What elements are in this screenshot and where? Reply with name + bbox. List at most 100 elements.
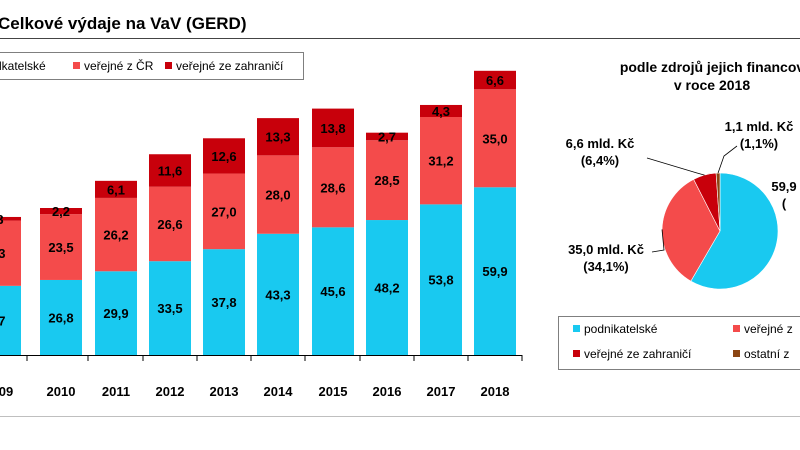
bar-legend: lkatelské veřejné z ČR veřejné ze zahran… (0, 52, 304, 80)
bar-public-cz (40, 214, 82, 280)
bar-business (474, 187, 516, 355)
x-tick-label: 2013 (210, 384, 239, 399)
pie-leader-line (651, 229, 665, 253)
bar-public-cz (203, 173, 245, 250)
bar-legend-item: veřejné ze zahraničí (165, 59, 283, 73)
pie-label-percent: (1,1%) (740, 136, 778, 151)
bar-foreign (420, 104, 462, 117)
x-tick-label: 2011 (102, 384, 130, 399)
pie-slice-public-cz (661, 178, 721, 282)
bar-value-label: 53,8 (428, 273, 453, 288)
pie-leader-line (717, 145, 738, 174)
bar-value-label: 3 (0, 212, 4, 227)
bar-value-label: 26,6 (157, 217, 182, 232)
pie-legend: podnikatelské veřejné z veřejné ze zahra… (558, 316, 800, 370)
bar-value-label: 33,5 (157, 301, 182, 316)
pie-legend-item: veřejné ze zahraničí (573, 347, 691, 361)
pie-legend-item: podnikatelské (573, 322, 657, 336)
bar-value-label: 13,3 (265, 130, 290, 145)
pie-label-value: 6,6 mld. Kč (566, 136, 635, 151)
bar-business (149, 261, 191, 355)
bar-value-label: 48,2 (374, 281, 399, 296)
bar-value-label: 35,0 (482, 131, 507, 146)
bar-public-cz (257, 155, 299, 234)
x-tick-label: 2017 (427, 384, 456, 399)
pie-label-value: 35,0 mld. Kč (568, 242, 644, 257)
bar-business (312, 227, 354, 355)
bar-foreign (149, 154, 191, 187)
bar-public-cz (312, 147, 354, 228)
bar-value-label: 6,1 (107, 182, 125, 197)
pie-title-line1: podle zdrojů jejich financov (619, 59, 800, 75)
bar-value-label: 28,6 (320, 180, 345, 195)
bar-value-label: 45,6 (320, 284, 345, 299)
bar-value-label: 31,2 (428, 154, 453, 169)
pie-legend-item: veřejné z (733, 322, 793, 336)
bar-value-label: 4,3 (432, 104, 450, 119)
bar-legend-label: lkatelské (0, 59, 46, 73)
pie-label-value: 1,1 mld. Kč (725, 119, 794, 134)
bar-public-cz (420, 117, 462, 205)
pie-label-percent: (34,1%) (583, 259, 629, 274)
bar-foreign (40, 208, 82, 215)
bar-foreign (95, 180, 137, 198)
x-tick-label: 2016 (373, 384, 402, 399)
pie-legend-label: veřejné z (744, 322, 793, 336)
bar-legend-label: veřejné ze zahraničí (176, 59, 284, 73)
bar-value-label: 29,9 (103, 306, 128, 321)
bar-public-cz (474, 89, 516, 188)
legend-swatch (165, 62, 172, 69)
pie-label-value: 59,9 (771, 179, 796, 194)
bar-value-label: ,3 (0, 246, 5, 261)
pie-slice-other (715, 172, 721, 232)
bar-value-label: 2,7 (378, 129, 396, 144)
bar-foreign (203, 138, 245, 174)
bar-business (366, 220, 408, 355)
bar-public-cz (149, 186, 191, 262)
bar-public-cz (366, 140, 408, 221)
bar-business (257, 233, 299, 355)
bar-foreign (257, 118, 299, 156)
legend-swatch (573, 350, 580, 357)
title-divider (0, 38, 800, 39)
bar-business (95, 271, 137, 355)
bar-business (203, 249, 245, 355)
bar-value-label: 13,8 (320, 121, 345, 136)
bar-value-label: 12,6 (211, 149, 236, 164)
bar-foreign (0, 216, 21, 221)
bar-value-label: 23,5 (48, 240, 73, 255)
pie-legend-label: veřejné ze zahraničí (584, 347, 692, 361)
bar-public-cz (95, 197, 137, 272)
x-tick-label: 2014 (264, 384, 294, 399)
bar-value-label: 43,3 (265, 287, 290, 302)
pie-legend-label: ostatní z (744, 347, 790, 361)
bar-business (40, 279, 82, 355)
legend-swatch (733, 325, 740, 332)
legend-swatch (73, 62, 80, 69)
pie-leader-line (646, 157, 705, 176)
bar-legend-item: lkatelské (0, 59, 46, 73)
pie-legend-item: ostatní z (733, 347, 789, 361)
bar-value-label: 37,8 (211, 295, 236, 310)
pie-label-percent: (6,4%) (581, 153, 619, 168)
bar-value-label: 11,6 (158, 163, 183, 178)
bar-foreign (312, 108, 354, 148)
x-tick-label: 2012 (156, 384, 185, 399)
pie-slice-business (690, 172, 779, 290)
bar-public-cz (0, 220, 21, 286)
bar-value-label: 26,8 (48, 310, 73, 325)
bar-value-label: 59,9 (482, 264, 507, 279)
pie-legend-label: podnikatelské (584, 322, 658, 336)
bar-legend-item: veřejné z ČR (73, 59, 153, 73)
pie-title-line2: v roce 2018 (673, 77, 751, 93)
bar-foreign (366, 132, 408, 141)
pie-title: podle zdrojů jejich financov v roce 2018 (592, 58, 800, 94)
bar-value-label: 28,0 (265, 188, 290, 203)
x-tick-label: 2018 (481, 384, 510, 399)
bar-value-label: 2,2 (52, 204, 70, 219)
bar-value-label: ,7 (0, 313, 5, 328)
legend-swatch (573, 325, 580, 332)
x-tick-label: 2010 (47, 384, 76, 399)
